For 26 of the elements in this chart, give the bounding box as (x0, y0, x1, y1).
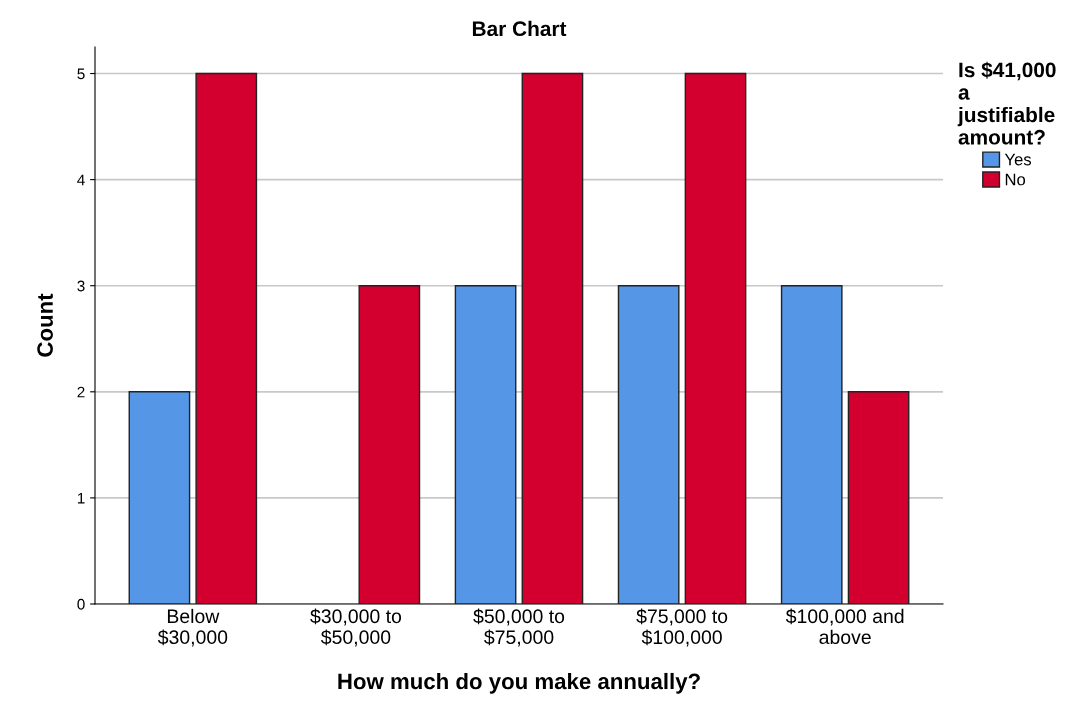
chart-title: Bar Chart (472, 20, 567, 37)
x-tick-label: $50,000 to $75,000 (473, 608, 565, 647)
bar (454, 285, 517, 604)
bar (195, 72, 258, 604)
y-tick-label: 5 (77, 68, 85, 80)
bar (521, 72, 584, 604)
y-tick-label: 1 (77, 492, 85, 504)
bar (358, 285, 421, 604)
bar (617, 285, 680, 604)
y-tick-label: 4 (77, 174, 85, 186)
y-tick-label: 3 (77, 280, 85, 292)
x-tick-label: $30,000 to $50,000 (310, 608, 402, 647)
x-tick-label: $100,000 and above (785, 608, 904, 645)
x-tick-label: $75,000 to $100,000 (636, 608, 728, 647)
bar (780, 285, 843, 604)
x-tick-label: Below $30,000 (157, 608, 228, 647)
y-tick-label: 2 (77, 386, 85, 398)
y-tick-label: 0 (77, 598, 85, 610)
bar (128, 391, 191, 604)
legend-label: Yes (1004, 153, 1032, 166)
legend-label: No (1005, 173, 1026, 186)
legend-title: Is $41,000 a justifiable amount? (957, 61, 1056, 145)
bar (684, 72, 747, 604)
x-axis-title: How much do you make annually? (338, 672, 700, 694)
y-axis-title: Count (37, 293, 53, 357)
bar (847, 391, 910, 604)
